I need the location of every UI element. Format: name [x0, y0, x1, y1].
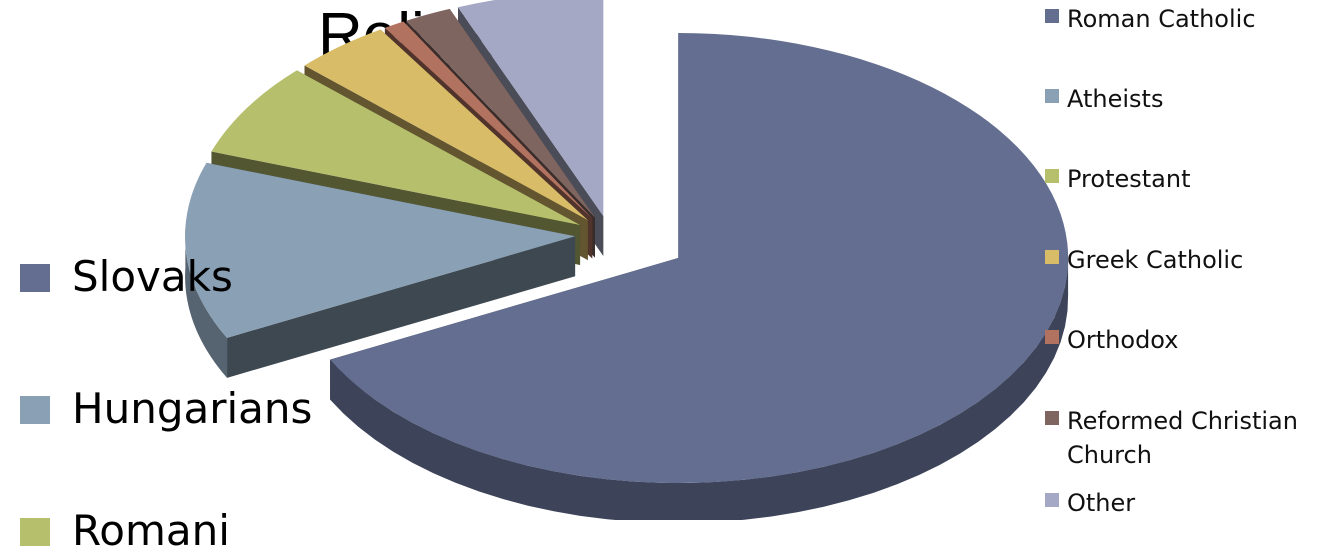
legend-item-orthodox: Orthodox [1045, 323, 1327, 357]
legend-item-atheists: Atheists [1045, 82, 1327, 116]
legend: Roman Catholic Atheists Protestant Greek Ca… [1045, 0, 1335, 520]
left-legend-label-slovaks: Slovaks [72, 252, 233, 301]
legend-label-protestant: Protestant [1067, 165, 1191, 193]
pie-slice-top-protestant [211, 70, 581, 226]
left-legend-item-romani: Romani [20, 504, 312, 558]
left-legend-label-hungarians: Hungarians [72, 384, 313, 433]
legend-label-reformed-christian-church: Reformed Christian Church [1067, 407, 1298, 469]
left-legend-swatch-romani [20, 518, 50, 546]
pie-slice-top-greek-catholic [304, 29, 588, 221]
legend-swatch-roman-catholic [1045, 9, 1059, 23]
pie-slice-roman-catholic [330, 33, 1069, 520]
pie-slice-side-atheists [185, 227, 228, 378]
legend-item-protestant: Protestant [1045, 162, 1327, 196]
left-legend-item-slovaks: Slovaks [20, 250, 312, 304]
pie-slice-side-roman-catholic [330, 254, 1069, 520]
legend-label-atheists: Atheists [1067, 85, 1164, 113]
legend-label-roman-catholic: Roman Catholic [1067, 5, 1256, 33]
pie-slice-top-atheists [185, 162, 576, 338]
pie-slice-top-other [458, 0, 604, 217]
legend-item-roman-catholic: Roman Catholic [1045, 2, 1327, 36]
legend-item-greek-catholic: Greek Catholic [1045, 243, 1327, 277]
legend-swatch-orthodox [1045, 330, 1059, 344]
left-legend-item-hungarians: Hungarians [20, 382, 312, 436]
pie-slice-top-roman-catholic [330, 33, 1069, 484]
legend-swatch-greek-catholic [1045, 250, 1059, 264]
legend-swatch-atheists [1045, 89, 1059, 103]
pie-slice-wall-atheists-0 [227, 236, 576, 378]
legend-item-reformed-christian-church: Reformed Christian Church [1045, 404, 1327, 472]
legend-label-other: Other [1067, 489, 1136, 517]
legend-swatch-protestant [1045, 169, 1059, 183]
left-legend-label-romani: Romani [72, 506, 230, 555]
pie-slice-atheists [185, 162, 576, 378]
pie-slice-top-orthodox [384, 21, 593, 219]
legend-swatch-other [1045, 493, 1059, 507]
legend-swatch-reformed-christian-church [1045, 411, 1059, 425]
legend-label-greek-catholic: Greek Catholic [1067, 246, 1244, 274]
left-legend-swatch-hungarians [20, 396, 50, 424]
left-legend-swatch-slovaks [20, 264, 50, 292]
pie-slice-top-reformed-christian-church [406, 8, 595, 218]
legend-label-orthodox: Orthodox [1067, 326, 1179, 354]
legend-item-other: Other [1045, 486, 1327, 520]
pie-chart [185, 0, 1069, 520]
